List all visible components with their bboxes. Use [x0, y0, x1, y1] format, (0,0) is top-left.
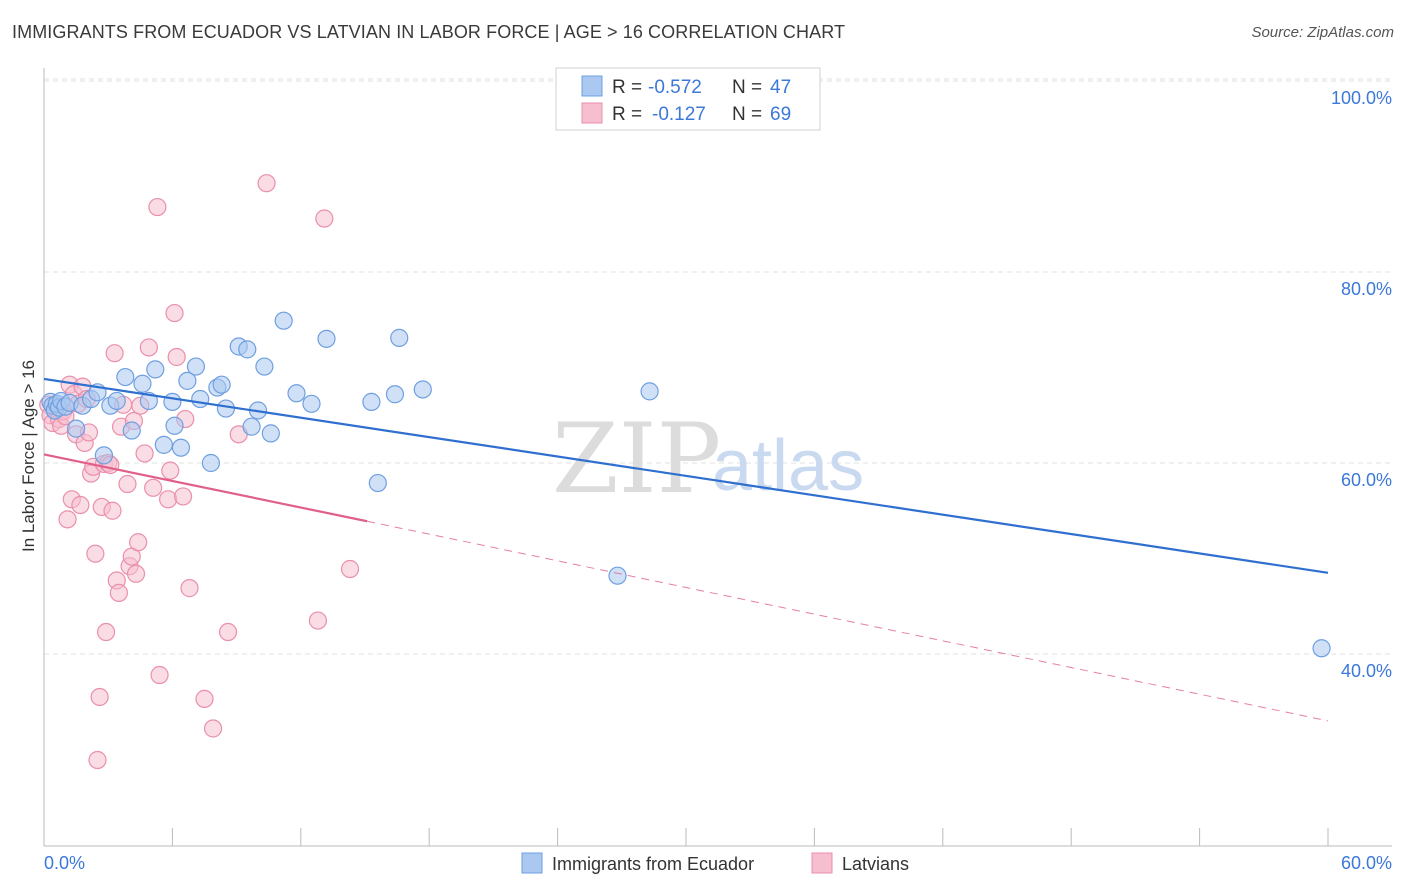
ecuador-point: [94, 446, 114, 465]
latvians-point: [58, 510, 77, 529]
legend-n-label-ecuador: N =: [732, 77, 762, 98]
ecuador-point: [385, 385, 405, 404]
ecuador-point: [163, 392, 182, 411]
y-tick-label: 60.0%: [1341, 470, 1392, 490]
legend-n-label-latvians: N =: [732, 104, 762, 125]
latvians-point: [118, 474, 137, 494]
ecuador-point: [390, 328, 409, 347]
latvians-point: [144, 478, 163, 497]
ecuador-point: [261, 424, 280, 443]
bottom-legend-label-latvians: Latvians: [842, 854, 909, 874]
latvians-point: [165, 303, 184, 323]
latvians-point: [105, 344, 124, 363]
gridlines: [44, 78, 1392, 655]
ecuador-point: [255, 357, 274, 376]
trend-lines: [43, 377, 1329, 722]
latvians-point: [167, 347, 186, 367]
ecuador-point: [287, 384, 306, 403]
latvians-point: [308, 611, 328, 630]
legend-n-value-latvians: 69: [770, 104, 791, 125]
legend-n-value-ecuador: 47: [770, 77, 791, 98]
latvians-point: [103, 501, 122, 520]
ecuador-point: [154, 435, 173, 454]
legend-r-value-ecuador: -0.572: [648, 77, 702, 98]
latvians-trend-line: [43, 453, 368, 523]
latvians-point: [150, 665, 169, 685]
latvians-point: [86, 544, 105, 563]
ecuador-point: [165, 416, 184, 435]
ecuador-point: [1312, 639, 1331, 658]
ecuador-point: [608, 566, 627, 585]
ecuador-point: [107, 391, 126, 411]
latvians-point: [71, 495, 90, 515]
ecuador-point: [186, 357, 206, 376]
latvians-point: [109, 583, 129, 602]
latvians-trend-extension: [367, 520, 1329, 722]
latvians-point: [148, 197, 167, 217]
legend-r-value-latvians: -0.127: [652, 104, 706, 125]
ecuador-trend-line: [43, 377, 1329, 574]
ecuador-point: [171, 438, 191, 457]
latvians-point: [218, 622, 238, 642]
ecuador-point: [242, 417, 261, 436]
ecuador-point: [66, 419, 86, 438]
ecuador-point: [368, 473, 387, 493]
latvians-point: [139, 338, 158, 357]
x-tick-label-start: 0.0%: [44, 853, 85, 873]
ecuador-point: [216, 399, 235, 418]
y-tick-label: 100.0%: [1331, 88, 1392, 108]
latvians-point: [195, 689, 214, 708]
ecuador-point: [116, 367, 135, 387]
latvians-point: [257, 174, 276, 193]
latvians-point: [161, 461, 180, 480]
bottom-legend-swatch-latvians: [811, 852, 833, 874]
latvians-point: [135, 444, 154, 463]
bottom-legend-label-ecuador: Immigrants from Ecuador: [552, 854, 754, 874]
latvians-point: [159, 490, 178, 509]
latvians-point: [96, 622, 116, 642]
x-tick-label-end: 60.0%: [1341, 853, 1392, 873]
source-attribution: Source: ZipAtlas.com: [1251, 24, 1394, 41]
legend-swatch-ecuador: [581, 75, 603, 97]
legend-r-label-ecuador: R =: [612, 77, 642, 98]
latvians-point: [180, 579, 199, 598]
ecuador-point: [238, 340, 257, 359]
latvians-point: [88, 750, 107, 770]
bottom-legend-swatch-ecuador: [521, 852, 543, 874]
ecuador-point: [133, 374, 152, 393]
ecuador-point: [274, 311, 293, 330]
watermark-atlas: atlas: [712, 426, 864, 506]
latvians-point: [203, 719, 223, 738]
y-axis-tick-labels: 40.0% 60.0% 80.0% 100.0%: [1331, 88, 1392, 681]
latvians-point: [126, 564, 146, 583]
ecuador-point: [362, 392, 381, 411]
chart-title: IMMIGRANTS FROM ECUADOR VS LATVIAN IN LA…: [12, 22, 846, 42]
series-legend: Immigrants from Ecuador Latvians: [521, 852, 909, 874]
latvians-point: [340, 559, 360, 579]
latvians-point: [315, 209, 334, 228]
series-latvians-points: [39, 174, 360, 770]
ecuador-point: [317, 329, 336, 348]
y-tick-label: 80.0%: [1341, 279, 1392, 299]
x-axis-ticks: [43, 828, 1329, 846]
ecuador-point: [146, 360, 165, 379]
ecuador-point: [640, 382, 659, 401]
ecuador-point: [413, 380, 432, 399]
ecuador-point: [178, 371, 197, 390]
ecuador-point: [122, 421, 141, 440]
y-axis-label: In Labor Force | Age > 16: [19, 360, 38, 552]
latvians-point: [129, 533, 148, 552]
latvians-point: [90, 687, 109, 707]
ecuador-point: [302, 394, 321, 413]
y-tick-label: 40.0%: [1341, 661, 1392, 681]
ecuador-point: [212, 375, 231, 394]
latvians-point: [174, 487, 193, 506]
ecuador-point: [201, 453, 221, 473]
legend-r-label-latvians: R =: [612, 104, 642, 125]
ecuador-point: [139, 391, 158, 411]
legend-swatch-latvians: [581, 102, 603, 124]
correlation-legend: R = -0.572 N = 47 R = -0.127 N = 69: [555, 67, 821, 131]
ecuador-point: [191, 389, 210, 409]
